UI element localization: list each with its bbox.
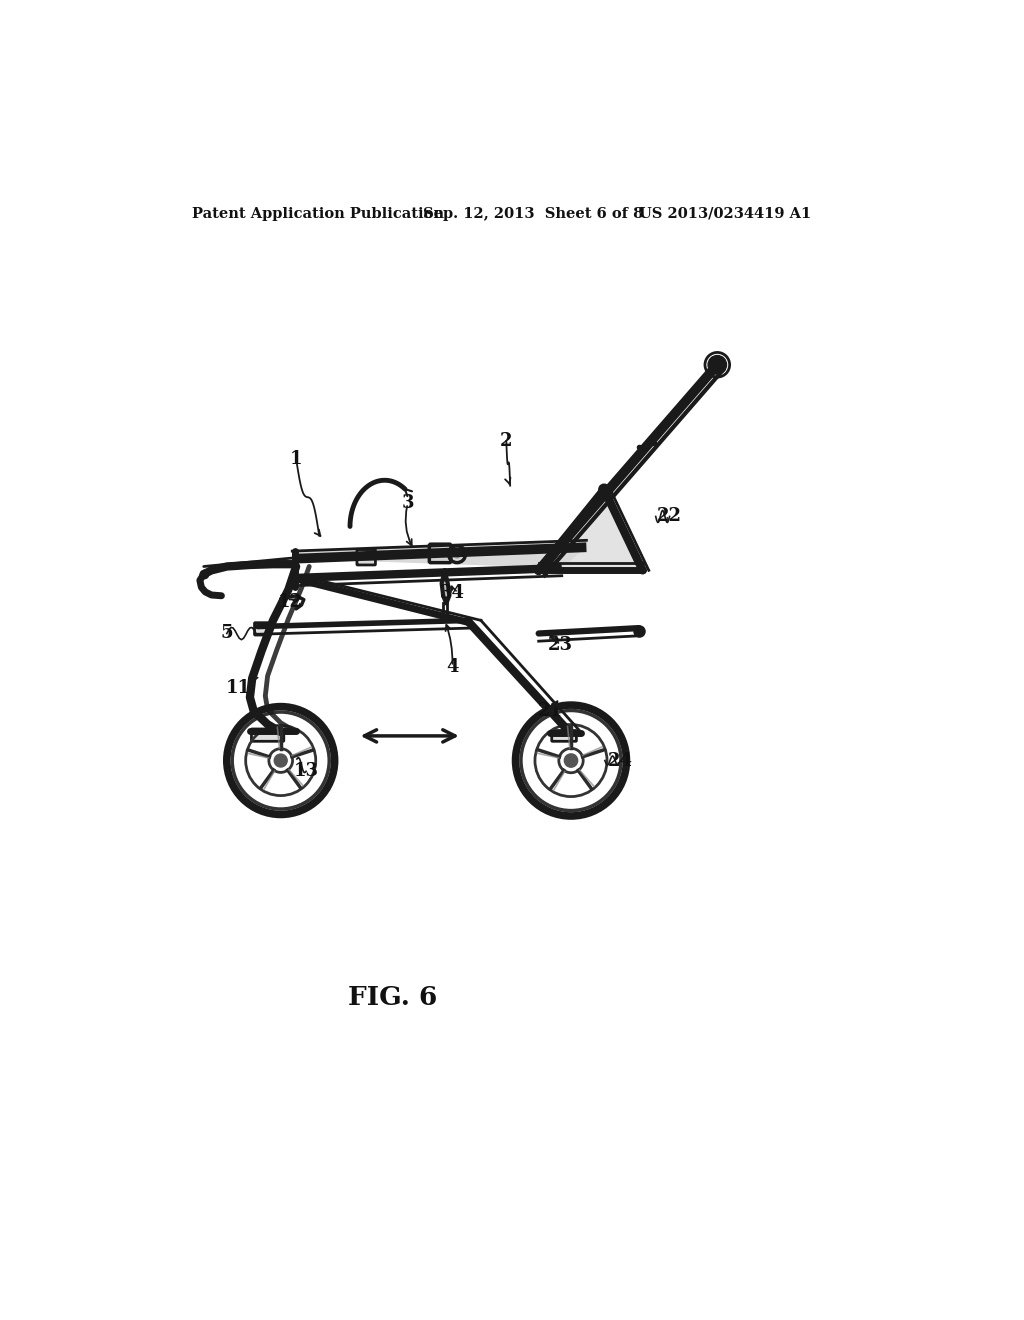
FancyBboxPatch shape: [552, 730, 577, 742]
Circle shape: [454, 550, 461, 558]
Text: 3: 3: [401, 495, 414, 512]
Circle shape: [564, 754, 578, 767]
Text: 22: 22: [657, 507, 682, 525]
Text: 2: 2: [500, 432, 513, 450]
Text: Patent Application Publication: Patent Application Publication: [193, 207, 444, 220]
Text: 13: 13: [294, 763, 318, 780]
Text: 4: 4: [446, 657, 459, 676]
Circle shape: [274, 754, 287, 767]
Text: 11: 11: [226, 680, 251, 697]
FancyBboxPatch shape: [357, 549, 376, 565]
Text: 12: 12: [279, 593, 303, 611]
Text: 34: 34: [440, 583, 465, 602]
Text: 5: 5: [220, 624, 233, 643]
Polygon shape: [441, 570, 450, 603]
Text: 21: 21: [538, 702, 563, 721]
FancyBboxPatch shape: [252, 729, 284, 742]
Polygon shape: [539, 364, 723, 576]
Polygon shape: [539, 490, 643, 570]
Polygon shape: [292, 540, 587, 568]
Circle shape: [708, 355, 727, 374]
Text: 1: 1: [290, 450, 302, 467]
FancyBboxPatch shape: [255, 623, 270, 635]
Text: FIG. 6: FIG. 6: [348, 985, 437, 1010]
FancyBboxPatch shape: [429, 544, 451, 562]
Text: US 2013/0234419 A1: US 2013/0234419 A1: [639, 207, 811, 220]
Text: 23: 23: [548, 636, 572, 653]
Text: Sep. 12, 2013  Sheet 6 of 8: Sep. 12, 2013 Sheet 6 of 8: [423, 207, 643, 220]
Text: 24: 24: [608, 751, 633, 770]
